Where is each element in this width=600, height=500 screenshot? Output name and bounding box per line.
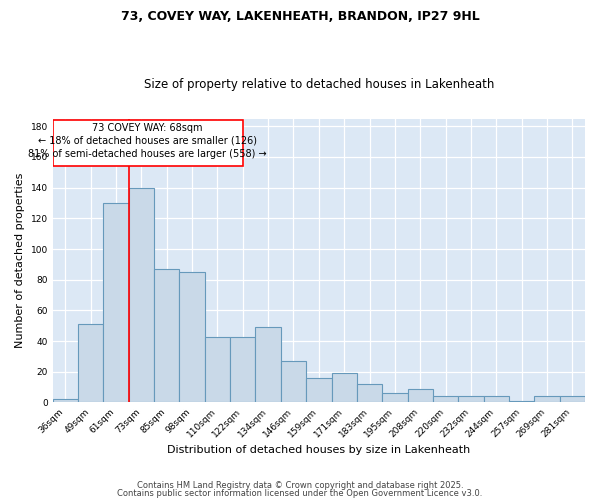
Bar — [509, 401, 535, 402]
Bar — [78, 324, 103, 402]
Bar — [458, 396, 484, 402]
Text: 73 COVEY WAY: 68sqm: 73 COVEY WAY: 68sqm — [92, 123, 203, 133]
Bar — [281, 361, 306, 403]
Bar — [154, 269, 179, 402]
Bar — [332, 374, 357, 402]
Bar — [53, 400, 78, 402]
Bar — [230, 336, 256, 402]
Y-axis label: Number of detached properties: Number of detached properties — [15, 173, 25, 348]
Title: Size of property relative to detached houses in Lakenheath: Size of property relative to detached ho… — [143, 78, 494, 91]
Bar — [357, 384, 382, 402]
Bar — [103, 203, 129, 402]
Bar — [407, 388, 433, 402]
FancyBboxPatch shape — [53, 120, 243, 166]
Text: Contains public sector information licensed under the Open Government Licence v3: Contains public sector information licen… — [118, 488, 482, 498]
Bar — [306, 378, 332, 402]
Bar — [129, 188, 154, 402]
Bar — [484, 396, 509, 402]
Bar — [433, 396, 458, 402]
Bar — [382, 394, 407, 402]
Bar — [535, 396, 560, 402]
Text: 73, COVEY WAY, LAKENHEATH, BRANDON, IP27 9HL: 73, COVEY WAY, LAKENHEATH, BRANDON, IP27… — [121, 10, 479, 23]
X-axis label: Distribution of detached houses by size in Lakenheath: Distribution of detached houses by size … — [167, 445, 470, 455]
Bar — [205, 336, 230, 402]
Text: ← 18% of detached houses are smaller (126): ← 18% of detached houses are smaller (12… — [38, 136, 257, 145]
Bar — [560, 396, 585, 402]
Text: 81% of semi-detached houses are larger (558) →: 81% of semi-detached houses are larger (… — [28, 150, 267, 160]
Text: Contains HM Land Registry data © Crown copyright and database right 2025.: Contains HM Land Registry data © Crown c… — [137, 481, 463, 490]
Bar — [256, 328, 281, 402]
Bar — [179, 272, 205, 402]
